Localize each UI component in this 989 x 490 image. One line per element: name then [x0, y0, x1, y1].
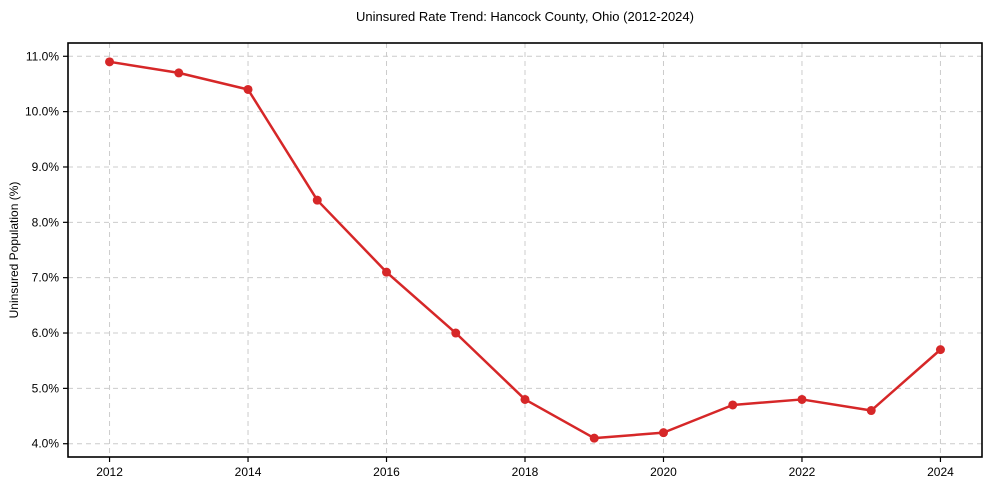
data-point-marker [174, 68, 184, 78]
y-tick-label: 8.0% [32, 215, 60, 229]
data-point-marker [312, 195, 322, 205]
x-tick-label: 2016 [373, 465, 400, 479]
data-point-marker [728, 400, 738, 410]
data-point-marker [589, 433, 599, 443]
data-point-marker [935, 345, 945, 355]
x-tick-label: 2024 [927, 465, 954, 479]
y-tick-label: 11.0% [26, 49, 59, 63]
data-point-marker [451, 328, 461, 338]
data-point-marker [243, 84, 253, 94]
data-point-marker [797, 394, 807, 404]
data-point-marker [866, 406, 876, 416]
data-point-marker [658, 428, 668, 438]
x-tick-label: 2018 [512, 465, 539, 479]
y-tick-label: 6.0% [32, 326, 60, 340]
x-tick-label: 2014 [235, 465, 262, 479]
x-tick-label: 2012 [96, 465, 123, 479]
y-tick-label: 7.0% [32, 271, 60, 285]
y-tick-label: 9.0% [32, 160, 60, 174]
y-tick-label: 5.0% [32, 381, 60, 395]
x-tick-label: 2020 [650, 465, 677, 479]
data-point-marker [520, 394, 530, 404]
chart-title: Uninsured Rate Trend: Hancock County, Oh… [356, 9, 694, 24]
data-point-marker [382, 267, 392, 277]
data-point-marker [105, 57, 115, 67]
y-tick-label: 4.0% [32, 437, 60, 451]
y-axis-label: Uninsured Population (%) [7, 181, 21, 319]
y-tick-label: 10.0% [25, 105, 59, 119]
x-tick-label: 2022 [789, 465, 816, 479]
